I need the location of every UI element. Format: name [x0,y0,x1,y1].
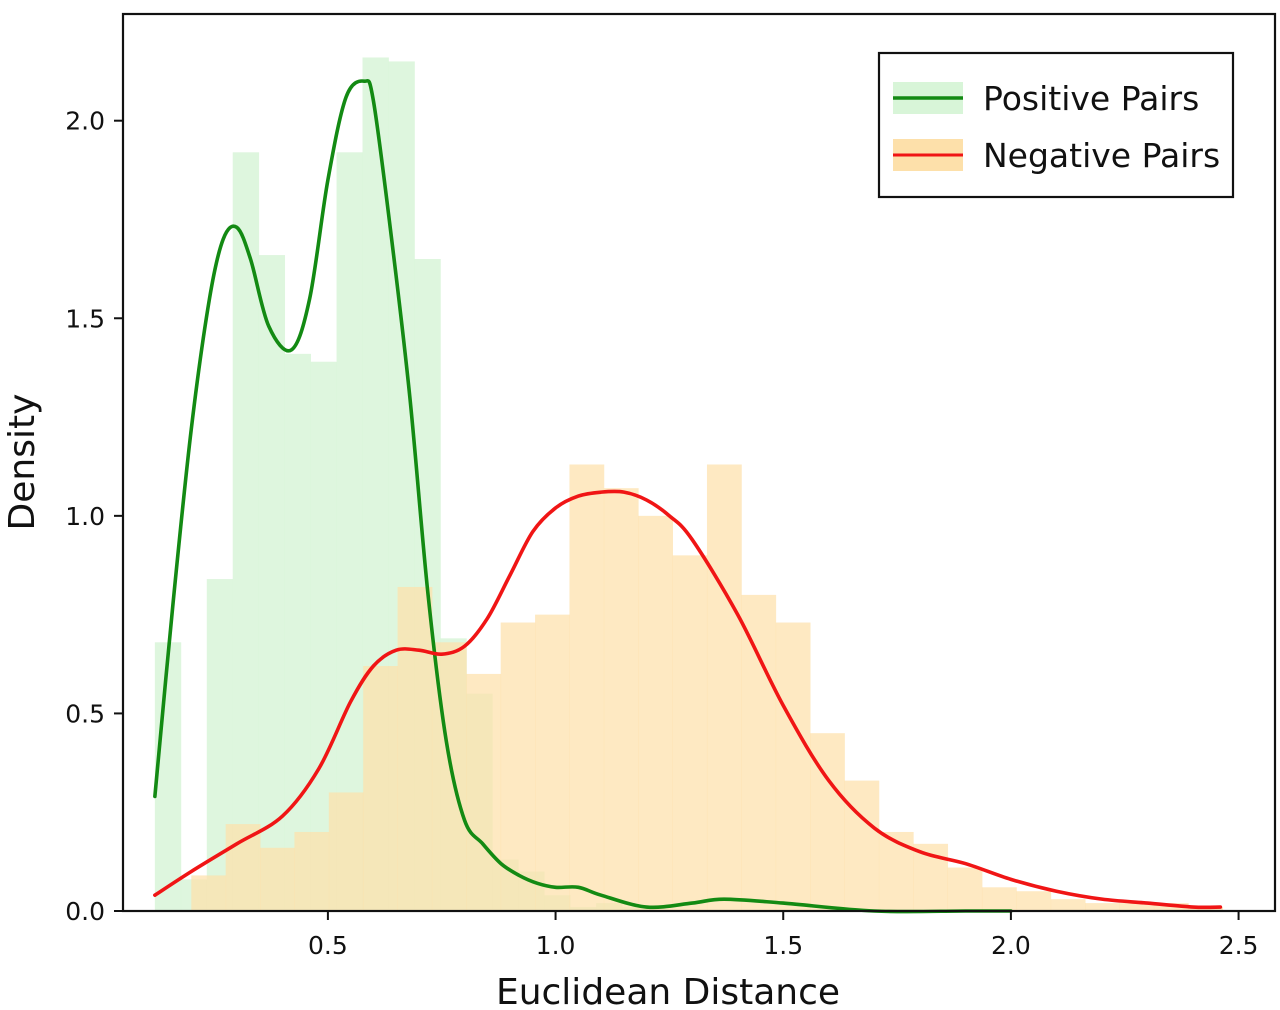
hist-bar-positive-pairs-5 [284,353,311,912]
hist-bar-negative-pairs-10 [535,614,570,911]
y-tick-label: 1.0 [65,502,105,531]
hist-bar-negative-pairs-14 [672,555,708,911]
x-tick-label: 1.0 [536,931,576,960]
hist-bar-negative-pairs-19 [844,780,880,911]
x-tick-label: 1.5 [763,931,803,960]
hist-bar-negative-pairs-3 [294,831,330,911]
plot-frame [121,12,1277,913]
x-tick-label: 0.5 [308,931,348,960]
x-axis-label: Euclidean Distance [496,972,840,1010]
hist-bar-negative-pairs-2 [260,847,295,911]
legend-box [877,51,1235,199]
y-axis-label: Density [2,394,43,531]
hist-bar-negative-pairs-9 [500,622,536,911]
hist-bar-negative-pairs-4 [328,792,364,911]
axis-ticks: 0.5 1.0 1.5 2.0 2.5 0.0 0.5 1.0 1.5 2.0 [65,107,1258,960]
hist-bar-negative-pairs-22 [947,867,983,911]
x-tick-label: 2.0 [991,931,1031,960]
kde-line-positive-pairs [153,78,1013,914]
hist-bar-negative-pairs-20 [878,831,914,911]
y-tick-label: 0.5 [65,699,105,728]
legend-label-negative-pairs: Negative Pairs [983,136,1220,175]
kde-line-negative-pairs [153,489,1223,910]
hist-bar-negative-pairs-23 [981,887,1017,911]
y-tick-label: 0.0 [65,897,105,926]
hist-bar-negative-pairs-27 [1119,903,1155,911]
y-tick-label: 2.0 [65,107,105,136]
hist-bar-negative-pairs-12 [603,488,639,911]
hist-bar-negative-pairs-5 [363,666,398,911]
histogram-negative-pairs [191,464,1224,911]
hist-bar-positive-pairs-4 [258,255,286,912]
hist-bar-negative-pairs-15 [706,464,742,911]
y-tick-label: 1.5 [65,304,105,333]
legend: Positive Pairs Negative Pairs [877,51,1235,199]
hist-bar-negative-pairs-1 [225,824,261,911]
hist-bar-negative-pairs-8 [466,673,502,911]
hist-bar-negative-pairs-0 [191,875,227,911]
hist-bar-negative-pairs-16 [741,594,777,911]
plot-area [153,57,1224,914]
hist-bar-negative-pairs-13 [638,515,673,911]
hist-bar-negative-pairs-6 [397,586,433,911]
hist-bar-negative-pairs-25 [1050,899,1086,911]
hist-bar-negative-pairs-26 [1085,903,1120,911]
hist-bar-negative-pairs-17 [775,622,811,911]
x-tick-label: 2.5 [1219,931,1259,960]
hist-bar-negative-pairs-11 [569,464,605,911]
hist-bar-positive-pairs-0 [154,642,182,911]
hist-bar-positive-pairs-7 [336,152,363,912]
hist-bar-negative-pairs-24 [1016,891,1052,911]
legend-label-positive-pairs: Positive Pairs [983,79,1199,118]
hist-bar-positive-pairs-3 [232,152,260,912]
